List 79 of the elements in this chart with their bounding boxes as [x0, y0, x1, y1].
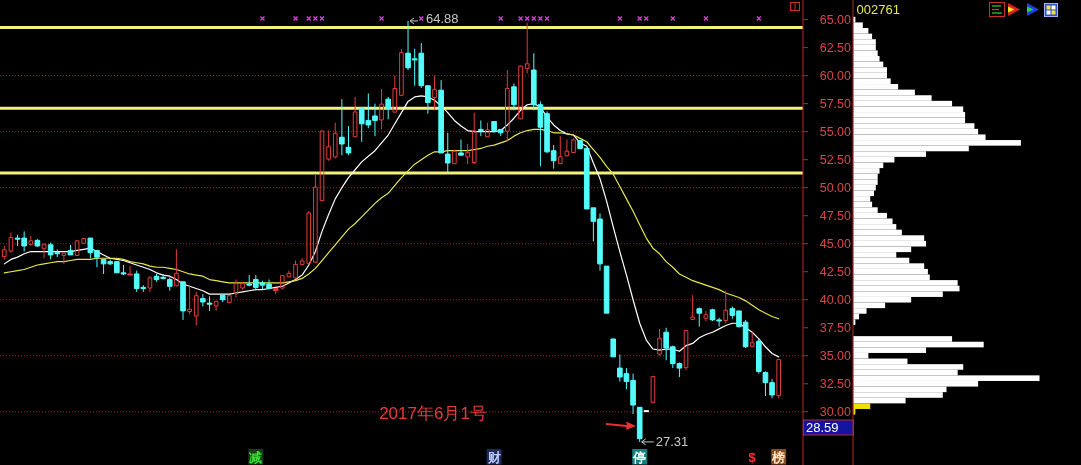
- candlestick: [352, 96, 358, 138]
- y-tick-label: 50.00: [819, 181, 852, 196]
- candlestick: [34, 238, 41, 248]
- candlestick: [385, 96, 392, 120]
- y-tick-label: 45.00: [819, 237, 852, 252]
- candlestick: [127, 265, 133, 276]
- candlestick: [147, 275, 153, 293]
- candlestick: [571, 137, 576, 154]
- annotation: $: [748, 449, 757, 465]
- y-tick-label: 35.00: [819, 349, 852, 364]
- candlestick: [379, 88, 384, 130]
- candlestick: [690, 294, 695, 321]
- y-tick-label: 42.50: [819, 265, 852, 280]
- y-tick-label: 32.50: [819, 377, 852, 392]
- y-tick-label: 40.00: [819, 293, 852, 308]
- annotation: 64.88: [426, 10, 459, 26]
- candlestick: [458, 139, 464, 156]
- y-tick-label: 62.50: [819, 41, 852, 55]
- candlestick: [240, 281, 245, 291]
- candlestick: [650, 375, 656, 404]
- candlestick: [392, 75, 398, 114]
- y-tick-label: 30.00: [819, 405, 852, 420]
- candlestick: [471, 112, 477, 165]
- candlestick: [749, 331, 755, 348]
- candlestick: [703, 310, 709, 322]
- candlestick: [326, 130, 331, 162]
- candlestick: [332, 122, 338, 160]
- candlestick: [610, 338, 617, 358]
- candlestick: [603, 265, 610, 314]
- candlestick: [174, 248, 179, 287]
- annotation: 27.31: [655, 434, 689, 450]
- candlestick: [313, 173, 318, 264]
- candlestick: [636, 406, 643, 443]
- text: 28.59: [806, 420, 839, 435]
- y-tick-label: 47.50: [819, 209, 852, 224]
- y-tick-label: 55.00: [819, 125, 852, 140]
- candlestick: [399, 48, 404, 97]
- candlestick: [233, 279, 239, 298]
- candlestick: [28, 235, 34, 247]
- candlestick: [180, 281, 186, 321]
- candlestick: [511, 82, 517, 111]
- candlestick: [319, 130, 325, 202]
- candlestick: [227, 294, 232, 304]
- candlestick: [478, 119, 484, 137]
- candlestick: [524, 22, 530, 74]
- candlestick: [776, 358, 782, 399]
- candlestick: [643, 410, 650, 413]
- y-tick-label: 57.50: [819, 97, 852, 112]
- candlestick: [345, 125, 352, 156]
- candlestick: [41, 243, 47, 259]
- candlestick: [683, 329, 689, 371]
- candlestick: [219, 293, 226, 303]
- line-series: [3, 128, 780, 320]
- line-series: [3, 95, 780, 358]
- candlestick: [657, 328, 662, 357]
- candlestick: [193, 291, 199, 326]
- candlestick: [465, 143, 470, 165]
- y-tick-label: 60.00: [819, 69, 852, 84]
- candlestick: [67, 244, 74, 256]
- candlestick: [61, 252, 67, 265]
- annotation: 2017年6月1号: [379, 404, 487, 423]
- candlestick: [166, 276, 173, 292]
- candlestick: [432, 75, 437, 110]
- candlestick: [557, 135, 563, 165]
- candlestick: [505, 69, 510, 142]
- candlestick: [293, 260, 298, 279]
- candlestick: [696, 307, 703, 328]
- candlestick: [756, 338, 762, 375]
- candlestick: [564, 139, 570, 157]
- candlestick: [485, 122, 490, 138]
- y-tick-label: 52.50: [819, 153, 852, 168]
- candlestick: [187, 285, 192, 315]
- candlestick: [339, 98, 345, 156]
- y-tick-label: 37.50: [819, 321, 852, 336]
- candlestick: [723, 290, 729, 324]
- y-tick-label: 65.00: [819, 12, 852, 27]
- candlestick: [452, 149, 457, 165]
- candlestick: [213, 300, 219, 312]
- candlestick: [518, 65, 523, 120]
